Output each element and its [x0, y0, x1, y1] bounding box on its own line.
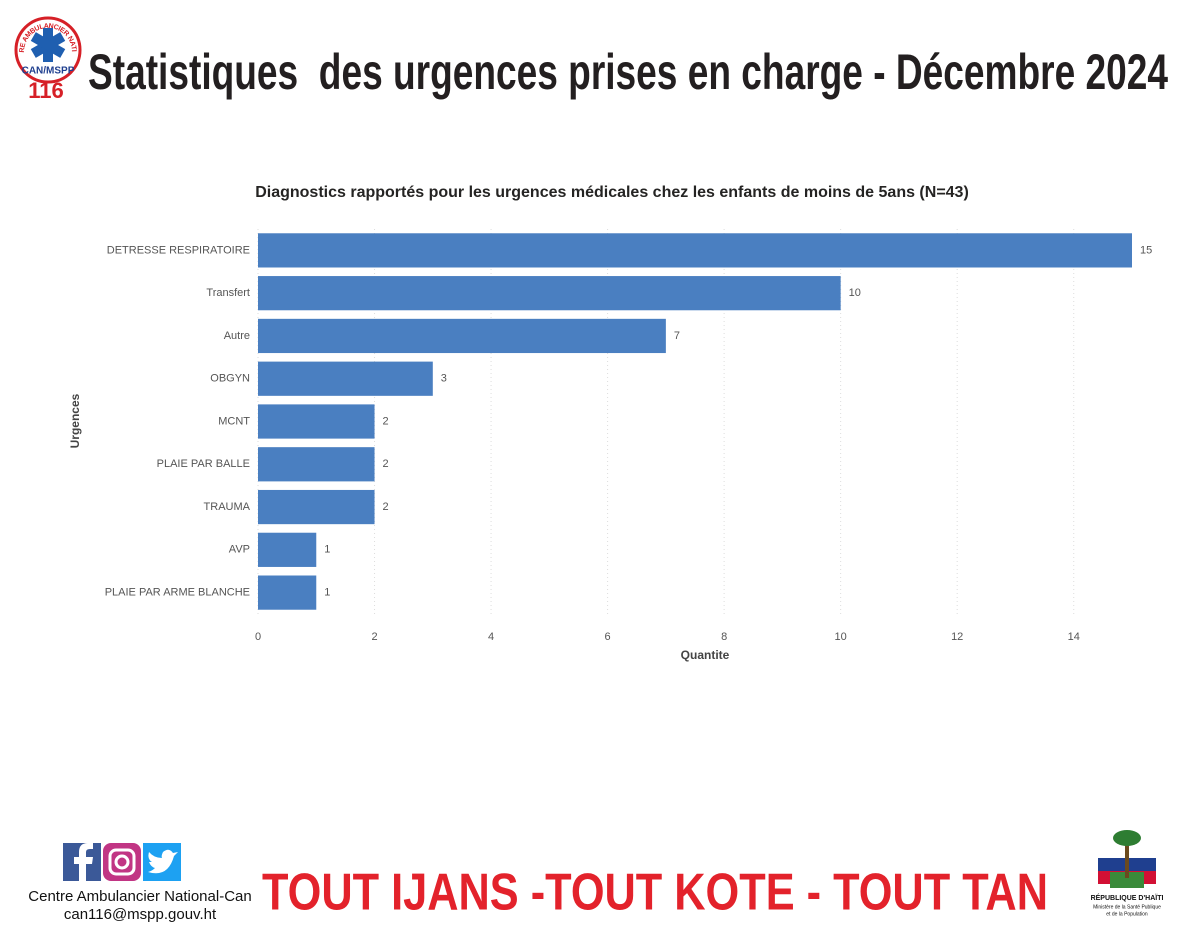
- data-label: 1: [324, 587, 330, 599]
- data-label: 2: [383, 458, 389, 470]
- data-label: 2: [383, 501, 389, 513]
- y-tick-label: Transfert: [206, 287, 250, 299]
- logo-org: CAN/MSPP: [22, 66, 75, 77]
- y-tick-label: OBGYN: [210, 373, 250, 385]
- logo: CENTRE AMBULANCIER NATIONAL CAN/MSPP 116: [0, 0, 82, 103]
- instagram-lens: [114, 854, 130, 870]
- bar: [258, 318, 666, 354]
- data-label: 7: [674, 330, 680, 342]
- slogan: TOUT IJANS -TOUT KOTE - TOUT TAN: [262, 864, 1048, 922]
- bar: [258, 447, 375, 482]
- chart-title: Diagnostics rapportés pour les urgences …: [255, 184, 969, 201]
- ground: [1110, 872, 1144, 888]
- x-tick-label: 6: [605, 631, 611, 643]
- y-tick-label: AVP: [229, 544, 250, 556]
- logo-number: 116: [28, 78, 64, 103]
- bar: [258, 361, 433, 396]
- x-tick-label: 10: [835, 631, 847, 643]
- y-tick-label: MCNT: [218, 415, 250, 427]
- bar: [258, 489, 375, 525]
- x-tick-label: 14: [1068, 631, 1080, 643]
- x-axis-title: Quantite: [681, 648, 730, 662]
- data-label: 2: [383, 415, 389, 427]
- bar: [258, 575, 317, 610]
- data-label: 1: [324, 544, 330, 556]
- x-tick-label: 12: [951, 631, 963, 643]
- y-tick-label: TRAUMA: [204, 501, 251, 513]
- social-icons: [63, 843, 181, 881]
- facebook-glyph: [74, 843, 93, 881]
- ministry-line: et de la Population: [1106, 911, 1148, 917]
- x-tick-label: 2: [371, 631, 377, 643]
- data-label: 10: [849, 287, 861, 299]
- bar: [258, 233, 1132, 268]
- coat-of-arms: [1098, 830, 1156, 888]
- bar: [258, 404, 375, 439]
- footer-email: can116@mspp.gouv.ht: [64, 906, 217, 923]
- page-title: Statistiques des urgences prises en char…: [88, 44, 1168, 100]
- data-label: 15: [1140, 244, 1152, 256]
- y-tick-label: PLAIE PAR ARME BLANCHE: [105, 587, 250, 599]
- y-tick-label: DETRESSE RESPIRATOIRE: [107, 244, 250, 256]
- bar: [258, 276, 841, 311]
- y-tick-label: PLAIE PAR BALLE: [157, 458, 250, 470]
- footer-org: Centre Ambulancier National-Can: [28, 888, 251, 905]
- ministry-line: Ministère de la Santé Publique: [1093, 904, 1161, 910]
- emblem-caption: RÉPUBLIQUE D'HAÏTI: [1091, 893, 1164, 902]
- twitter-glyph: [148, 849, 178, 874]
- bar: [258, 532, 317, 567]
- x-tick-label: 4: [488, 631, 494, 643]
- x-tick-label: 0: [255, 631, 261, 643]
- palm-trunk: [1125, 838, 1129, 878]
- star-of-life: [30, 28, 66, 62]
- y-axis-title: Urgences: [68, 393, 82, 448]
- data-label: 3: [441, 373, 447, 385]
- chart: Diagnostics rapportés pour les urgences …: [68, 184, 1152, 662]
- instagram-glyph: [108, 848, 136, 876]
- x-tick-label: 8: [721, 631, 727, 643]
- y-tick-label: Autre: [224, 330, 250, 342]
- palm-crown: [1113, 830, 1141, 846]
